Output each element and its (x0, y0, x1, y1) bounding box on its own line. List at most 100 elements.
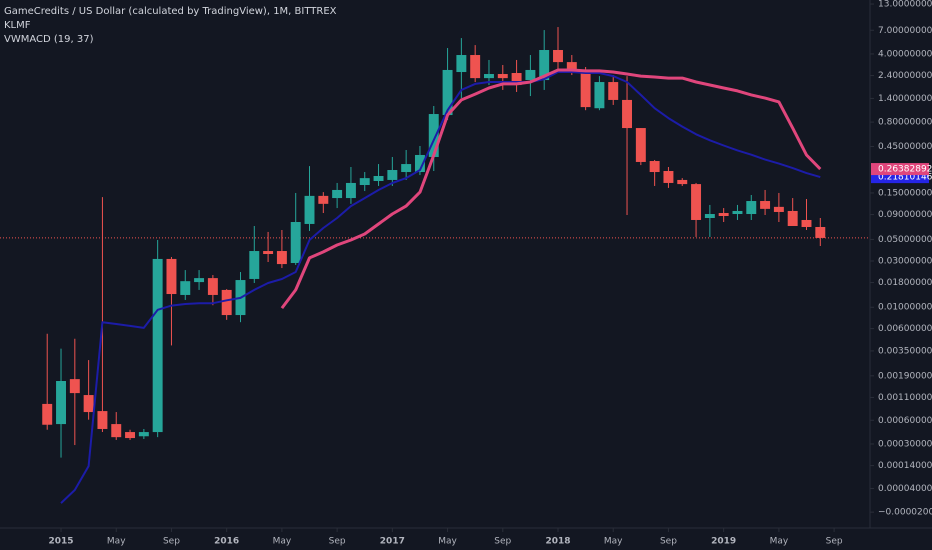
candle-body (622, 99, 632, 129)
x-tick-label: May (273, 537, 292, 547)
x-tick-label: 2018 (545, 537, 570, 547)
candle-body (484, 74, 494, 79)
x-tick-label: Sep (329, 537, 346, 547)
x-tick-label: Sep (163, 537, 180, 547)
candle-body (414, 154, 425, 173)
candle-body (111, 424, 122, 438)
candle-body (276, 251, 287, 265)
candle-body (580, 69, 591, 108)
candle-body (442, 69, 453, 116)
candle-body (566, 62, 577, 70)
candle-body (69, 379, 80, 394)
indicator-line (60, 71, 821, 504)
candle-body (97, 411, 108, 429)
y-tick-label: 0.80000000 (878, 118, 932, 128)
candle-body (304, 195, 315, 224)
value-tag (871, 163, 929, 176)
candle-body (318, 195, 329, 204)
candle-body (401, 164, 412, 173)
candle-body (677, 179, 688, 185)
candle-body (138, 432, 149, 437)
y-tick-label: 0.00060000 (878, 416, 932, 426)
x-tick-label: Sep (660, 537, 677, 547)
candle-body (125, 432, 136, 439)
candle-body (152, 258, 163, 433)
indicator-line (280, 68, 822, 310)
candle-body (290, 222, 301, 264)
x-tick-label: 2015 (48, 537, 73, 547)
candle-body (56, 380, 66, 425)
y-tick-label: 0.15000000 (878, 188, 932, 198)
y-tick-label: 1.40000000 (878, 94, 932, 104)
candle-body (221, 289, 232, 316)
candle-body (704, 214, 715, 219)
candle-body (746, 201, 757, 215)
candle-body (456, 55, 467, 73)
candle-body (760, 201, 771, 209)
candle-body (815, 226, 826, 238)
candle-body (428, 114, 439, 157)
x-tick-label: 2019 (711, 537, 736, 547)
candle-body (373, 175, 384, 181)
candle-body (497, 74, 508, 79)
candle-body (594, 82, 605, 109)
y-tick-label: 0.45000000 (878, 142, 932, 152)
chart-title: GameCredits / US Dollar (calculated by T… (4, 6, 337, 17)
candle-body (83, 395, 94, 413)
candle-body (718, 213, 729, 217)
y-tick-label: 0.00350000 (878, 346, 932, 356)
candle-body (539, 50, 550, 81)
y-tick-label: 0.00014000 (878, 461, 932, 471)
x-tick-label: Sep (494, 537, 511, 547)
y-tick-label: 4.00000000 (878, 49, 932, 59)
x-tick-label: 2017 (380, 537, 405, 547)
candle-body (511, 73, 522, 86)
y-tick-label: 0.01800000 (878, 278, 932, 288)
y-tick-label: 0.00190000 (878, 371, 932, 381)
y-tick-label: 13.00000000 (878, 0, 932, 10)
candle-body (773, 206, 784, 212)
y-tick-label: 0.09000000 (878, 210, 932, 220)
candle-body (649, 161, 660, 173)
candle-body (608, 82, 619, 100)
y-tick-label: 0.01000000 (878, 303, 932, 313)
candle-body (345, 182, 356, 199)
y-tick-label: 7.00000000 (878, 26, 932, 36)
candle-body (732, 210, 743, 215)
candle-body (553, 50, 563, 63)
y-tick-label: 0.00600000 (878, 324, 932, 334)
candle-body (801, 219, 812, 227)
legend-entry: VWMACD (19, 37) (4, 34, 94, 45)
candle-body (194, 278, 205, 283)
x-tick-label: May (438, 537, 457, 547)
candle-body (691, 184, 702, 220)
value-tag-label: 0.21810146 (878, 173, 932, 183)
candle-body (42, 403, 53, 425)
x-tick-label: Sep (826, 537, 843, 547)
candle-body (525, 69, 536, 81)
y-tick-label: −0.00002000 (878, 508, 932, 518)
candle-body (166, 258, 177, 295)
y-tick-label: 2.40000000 (878, 71, 932, 81)
candle-body (263, 251, 274, 255)
y-tick-label: 0.05000000 (878, 235, 932, 245)
value-tag-label: 0.26382892 (878, 165, 932, 175)
x-tick-label: May (107, 537, 126, 547)
x-tick-label: 2016 (214, 537, 239, 547)
legend-entry: KLMF (4, 20, 31, 31)
candle-body (787, 210, 798, 226)
candle-body (207, 278, 218, 295)
candle-body (663, 171, 674, 183)
y-tick-label: 0.03000000 (878, 257, 932, 267)
candle-body (249, 251, 260, 279)
y-tick-label: 0.00110000 (878, 393, 932, 403)
y-tick-label: 0.00004000 (878, 484, 932, 494)
candle-body (635, 128, 646, 162)
x-tick-label: May (604, 537, 623, 547)
y-tick-label: 0.00030000 (878, 439, 932, 449)
x-tick-label: May (770, 537, 789, 547)
candle-body (387, 170, 398, 180)
